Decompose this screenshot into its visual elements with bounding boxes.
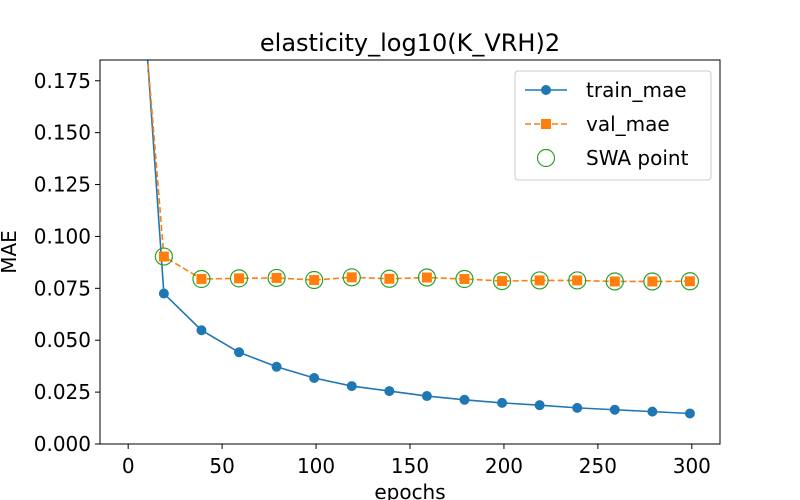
y-tick-label: 0.000 xyxy=(34,432,91,456)
data-point xyxy=(609,276,620,287)
data-point xyxy=(421,272,432,283)
legend-item: train_mae xyxy=(525,78,687,102)
data-point xyxy=(455,269,474,289)
data-point xyxy=(158,288,169,299)
data-point xyxy=(309,275,320,286)
series-swa-point xyxy=(154,247,700,291)
data-point xyxy=(154,247,173,266)
x-tick-label: 0 xyxy=(122,454,135,478)
legend-label: train_mae xyxy=(586,78,687,102)
y-tick-label: 0.025 xyxy=(34,380,91,404)
legend-marker xyxy=(536,148,556,168)
legend-marker xyxy=(541,85,551,95)
y-tick-label: 0.050 xyxy=(34,328,91,352)
data-point xyxy=(234,273,245,284)
data-point xyxy=(605,272,624,291)
data-point xyxy=(271,361,282,372)
x-tick-label: 150 xyxy=(391,454,429,478)
data-point xyxy=(196,325,207,336)
data-point xyxy=(271,272,282,283)
y-tick-label: 0.075 xyxy=(34,276,91,300)
x-tick-label: 100 xyxy=(297,454,335,478)
data-point xyxy=(647,406,658,417)
y-axis: 0.000 0.025 0.050 0.075 0.100 0.125 0.150 0.175 xyxy=(34,69,100,456)
data-point xyxy=(346,272,357,283)
data-point xyxy=(417,268,437,287)
legend-label: val_mae xyxy=(586,112,670,136)
data-point xyxy=(346,381,357,392)
legend-label: SWA point xyxy=(586,146,689,170)
legend-item: val_mae xyxy=(525,112,670,136)
x-axis-label: epochs xyxy=(374,480,445,500)
data-point xyxy=(192,269,211,289)
data-point xyxy=(342,268,361,287)
series-layer xyxy=(146,60,700,419)
data-point xyxy=(267,268,286,288)
data-point xyxy=(643,272,662,291)
data-point xyxy=(684,408,695,419)
data-point xyxy=(609,404,620,415)
data-point xyxy=(421,391,432,402)
data-point xyxy=(380,269,399,288)
data-point xyxy=(305,270,324,290)
data-point xyxy=(384,273,395,284)
series-train-mae xyxy=(146,60,695,419)
data-point xyxy=(497,397,508,408)
series-line xyxy=(146,60,690,283)
data-point xyxy=(459,394,470,405)
x-tick-label: 200 xyxy=(485,454,523,478)
chart-title: elasticity_log10(K_VRH)2 xyxy=(260,29,560,57)
x-axis: 0 50 100 150 200 250 300 xyxy=(122,444,711,478)
x-tick-label: 250 xyxy=(579,454,617,478)
data-point xyxy=(647,276,658,287)
data-point xyxy=(680,272,700,291)
data-point xyxy=(158,251,169,262)
y-tick-label: 0.100 xyxy=(34,224,91,248)
legend-marker xyxy=(541,119,551,129)
data-point xyxy=(309,372,320,383)
y-tick-label: 0.150 xyxy=(34,121,91,145)
data-point xyxy=(572,402,583,413)
data-point xyxy=(229,269,249,288)
legend-item: SWA point xyxy=(536,146,689,170)
data-point xyxy=(384,386,395,397)
data-point xyxy=(534,275,545,286)
data-point xyxy=(497,276,508,287)
data-point xyxy=(534,400,545,411)
data-point xyxy=(530,271,549,290)
legend-box xyxy=(514,70,712,181)
y-tick-label: 0.175 xyxy=(34,69,91,93)
series-val-mae xyxy=(146,60,695,287)
y-axis-label: MAE xyxy=(0,230,21,274)
legend: train_mae val_mae SWA point xyxy=(514,70,712,181)
data-point xyxy=(234,347,245,358)
data-point xyxy=(459,273,470,284)
data-point xyxy=(492,271,512,291)
data-point xyxy=(568,271,587,290)
data-point xyxy=(684,276,695,287)
series-line xyxy=(146,60,690,415)
data-point xyxy=(572,275,583,286)
x-tick-label: 50 xyxy=(209,454,234,478)
y-tick-label: 0.125 xyxy=(34,173,91,197)
data-point xyxy=(196,273,207,284)
x-tick-label: 300 xyxy=(673,454,711,478)
